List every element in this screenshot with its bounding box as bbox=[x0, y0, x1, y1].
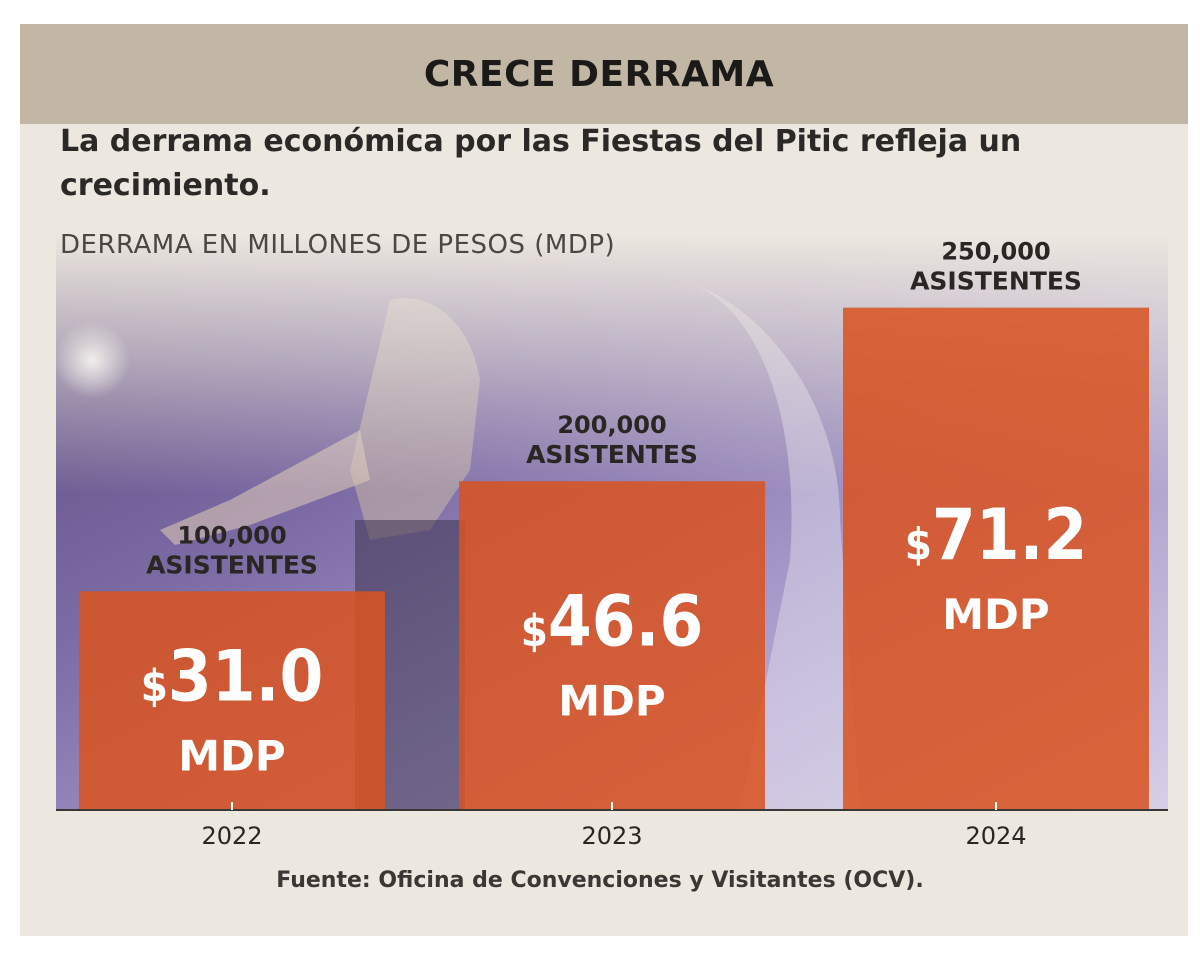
attendees-count-2022: 100,000 bbox=[177, 521, 286, 549]
y-axis-label: DERRAMA EN MILLONES DE PESOS (MDP) bbox=[60, 230, 616, 260]
chart-subtitle: La derrama económica por las Fiestas del… bbox=[60, 124, 1022, 203]
attendees-unit-2022: ASISTENTES bbox=[146, 550, 318, 579]
bar-2023 bbox=[459, 481, 765, 810]
attendees-count-2023: 200,000 bbox=[557, 411, 666, 439]
bar-unit-2024: MDP bbox=[942, 590, 1049, 639]
attendees-count-2024: 250,000 bbox=[941, 238, 1050, 266]
chart-title: CRECE DERRAMA bbox=[423, 53, 775, 95]
source-note: Fuente: Oficina de Convenciones y Visita… bbox=[276, 868, 924, 893]
bar-unit-2022: MDP bbox=[178, 732, 285, 781]
bar-value-2023: $46.6 bbox=[521, 581, 704, 663]
title-banner: CRECE DERRAMA bbox=[20, 24, 1188, 124]
bar-2024 bbox=[843, 307, 1149, 810]
x-tick-label-2023: 2023 bbox=[581, 822, 642, 850]
bar-value-2022: $31.0 bbox=[141, 636, 324, 718]
bars-group: $31.0MDP100,000ASISTENTES$46.6MDP200,000… bbox=[79, 238, 1149, 810]
attendees-unit-2024: ASISTENTES bbox=[910, 267, 1082, 296]
attendees-unit-2023: ASISTENTES bbox=[526, 440, 698, 469]
x-tick-label-2024: 2024 bbox=[965, 822, 1026, 850]
bar-unit-2023: MDP bbox=[558, 677, 665, 726]
x-tick-label-2022: 2022 bbox=[201, 822, 262, 850]
x-ticks: 2022 2023 2024 bbox=[201, 802, 1027, 850]
bar-2022 bbox=[79, 591, 385, 810]
bar-value-2024: $71.2 bbox=[905, 494, 1088, 576]
